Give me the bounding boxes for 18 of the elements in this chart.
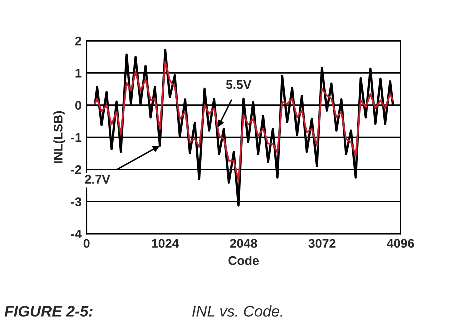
annotation: 2.7V — [85, 175, 110, 184]
x-tick-label: 4096 — [387, 239, 414, 248]
y-tick-label: -3 — [71, 198, 82, 207]
y-axis-title: INL(LSB) — [54, 111, 66, 164]
x-tick-label: 2048 — [230, 239, 258, 248]
x-tick-label: 0 — [84, 239, 90, 248]
y-tick-label: -2 — [71, 165, 82, 174]
x-tick-label: 1024 — [152, 239, 180, 248]
y-tick-label: -1 — [71, 133, 82, 142]
y-tick-label: -4 — [71, 230, 82, 239]
text: INL vs. Code. — [192, 306, 282, 317]
y-tick-label: 0 — [76, 101, 82, 110]
caption: FIGURE 2-5: — [4, 306, 93, 317]
annotation: 5.5V — [226, 80, 252, 90]
y-tick-label: 1 — [76, 69, 82, 78]
y-tick-label: 2 — [75, 36, 82, 46]
x-tick-label: 3072 — [308, 239, 336, 248]
x-axis-title: Code — [228, 256, 260, 266]
